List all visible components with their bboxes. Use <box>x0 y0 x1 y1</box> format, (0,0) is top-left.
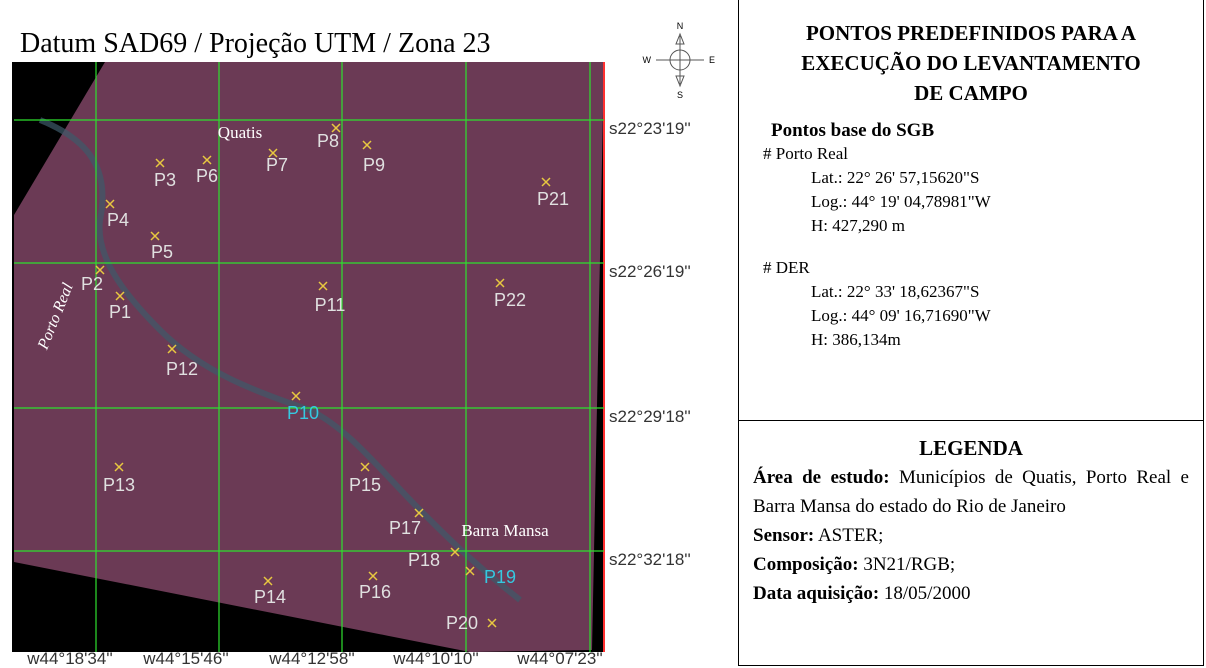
lon-label: w44°18'34'' <box>26 649 113 668</box>
heading-line: EXECUÇÃO DO LEVANTAMENTO <box>739 48 1203 78</box>
lat-label: s22°32'18'' <box>609 550 691 569</box>
lat-label: s22°29'18'' <box>609 407 691 426</box>
legend-item: Composição: 3N21/RGB; <box>753 550 1189 579</box>
point-label: P3 <box>154 170 176 190</box>
point-label: P12 <box>166 359 198 379</box>
point-label: P19 <box>484 567 516 587</box>
point-label: P17 <box>389 518 421 538</box>
legend-key: Composição: <box>753 554 859 575</box>
place-label: Quatis <box>218 123 262 142</box>
compass-e: E <box>709 55 715 65</box>
point-label: P1 <box>109 302 131 322</box>
coord-row: Log.: 44° 19' 04,78981"W <box>811 190 1203 214</box>
lat-label: s22°26'19'' <box>609 262 691 281</box>
legend-text: 3N21/RGB; <box>863 554 955 575</box>
compass-n: N <box>677 21 684 31</box>
satellite-image <box>14 62 604 652</box>
heading-line: DE CAMPO <box>739 78 1203 108</box>
point-label: P7 <box>266 155 288 175</box>
legend-key: Área de estudo: <box>753 467 890 488</box>
point-label: P22 <box>494 290 526 310</box>
coord-key: Lat.: <box>811 282 843 301</box>
coord-key: Log.: <box>811 306 847 325</box>
coord-row: H: 386,134m <box>811 328 1203 352</box>
point-label: P4 <box>107 210 129 230</box>
base-name: # DER <box>763 256 1203 280</box>
legend-box: LEGENDA Área de estudo: Municípios de Qu… <box>739 421 1203 608</box>
north-arrow: N S W E <box>643 21 716 100</box>
coord-value: 22° 26' 57,15620"S <box>847 168 980 187</box>
point-label: P15 <box>349 475 381 495</box>
legend-item: Área de estudo: Municípios de Quatis, Po… <box>753 463 1189 521</box>
coord-value: 44° 09' 16,71690"W <box>852 306 991 325</box>
point-label: P5 <box>151 242 173 262</box>
point-label: P9 <box>363 155 385 175</box>
lon-label: w44°12'58'' <box>268 649 355 668</box>
coord-row: Lat.: 22° 26' 57,15620"S <box>811 166 1203 190</box>
point-label: P13 <box>103 475 135 495</box>
legend-title: LEGENDA <box>739 433 1203 463</box>
place-label: Barra Mansa <box>461 521 549 540</box>
point-label: P16 <box>359 582 391 602</box>
lat-label: s22°23'19'' <box>609 119 691 138</box>
lon-label: w44°10'10'' <box>392 649 479 668</box>
subheading: Pontos base do SGB <box>771 120 1203 142</box>
coord-value: 386,134m <box>832 330 900 349</box>
lon-label: w44°15'46'' <box>142 649 229 668</box>
lon-label: w44°07'23'' <box>516 649 603 668</box>
legend-key: Data aquisição: <box>753 583 879 604</box>
point-label: P18 <box>408 550 440 570</box>
point-label: P14 <box>254 587 286 607</box>
heading-line: PONTOS PREDEFINIDOS PARA A <box>739 18 1203 48</box>
point-label: P6 <box>196 166 218 186</box>
coord-key: H: <box>811 216 828 235</box>
point-label: P2 <box>81 274 103 294</box>
legend-text: 18/05/2000 <box>884 583 971 604</box>
legend-text: ASTER; <box>818 525 883 546</box>
page: Datum SAD69 / Projeção UTM / Zona 23 N S… <box>0 0 1206 668</box>
coord-row: H: 427,290 m <box>811 214 1203 238</box>
coord-key: Lat.: <box>811 168 843 187</box>
point-label: P11 <box>315 295 346 315</box>
coord-value: 44° 19' 04,78981"W <box>852 192 991 211</box>
point-label: P21 <box>537 189 569 209</box>
map: Datum SAD69 / Projeção UTM / Zona 23 N S… <box>0 0 738 668</box>
base-name: # Porto Real <box>763 142 1203 166</box>
coord-value: 22° 33' 18,62367"S <box>847 282 980 301</box>
point-label: P8 <box>317 131 339 151</box>
point-label: P20 <box>446 613 478 633</box>
legend-key: Sensor: <box>753 525 814 546</box>
map-title: Datum SAD69 / Projeção UTM / Zona 23 <box>20 28 491 59</box>
coord-key: Log.: <box>811 192 847 211</box>
coord-key: H: <box>811 330 828 349</box>
point-label: P10 <box>287 403 319 423</box>
coord-row: Log.: 44° 09' 16,71690"W <box>811 304 1203 328</box>
compass-w: W <box>643 55 652 65</box>
compass-s: S <box>677 90 683 100</box>
legend-item: Data aquisição: 18/05/2000 <box>753 579 1189 608</box>
coord-row: Lat.: 22° 33' 18,62367"S <box>811 280 1203 304</box>
legend-list: Área de estudo: Municípios de Quatis, Po… <box>739 463 1203 608</box>
legend-item: Sensor: ASTER; <box>753 521 1189 550</box>
coord-value: 427,290 m <box>832 216 905 235</box>
